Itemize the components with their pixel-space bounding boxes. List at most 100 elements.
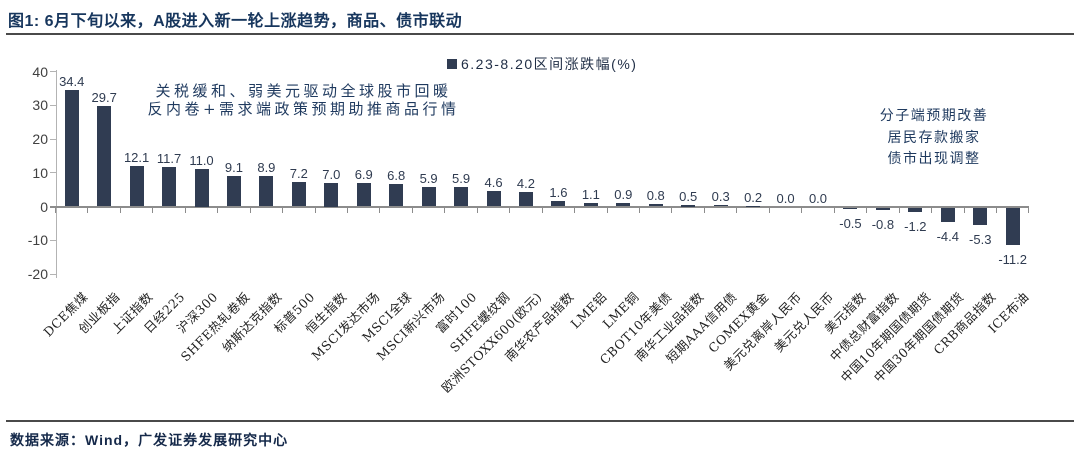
x-axis-tick xyxy=(898,207,900,213)
y-axis-label: -10 xyxy=(27,232,48,249)
x-axis-tick xyxy=(963,207,965,213)
x-axis-line xyxy=(50,205,1029,208)
bar xyxy=(194,169,209,207)
x-axis-tick xyxy=(1028,207,1030,213)
bar-value-label: -1.2 xyxy=(904,218,927,234)
bar-value-label: 12.1 xyxy=(123,149,150,165)
y-axis-line xyxy=(55,70,57,278)
bar xyxy=(746,205,761,207)
bar-value-label: 0.9 xyxy=(614,187,633,203)
bar xyxy=(875,207,890,211)
bar xyxy=(97,106,112,207)
bar-value-label: 1.6 xyxy=(549,185,568,201)
bar-value-label: -4.4 xyxy=(936,229,959,245)
x-axis-tick xyxy=(574,207,576,213)
x-axis-tick xyxy=(509,207,511,213)
bar-value-label: 11.7 xyxy=(156,151,182,166)
x-axis-tick xyxy=(541,207,543,213)
x-axis-tick xyxy=(55,207,56,213)
bar xyxy=(843,207,858,210)
legend: 6.23-8.20区间涨跌幅(%) xyxy=(447,54,637,74)
bar-value-label: 4.2 xyxy=(516,176,535,192)
bar-value-label: 34.4 xyxy=(59,74,85,90)
y-axis-label: -20 xyxy=(27,266,48,282)
y-axis-tick xyxy=(50,172,56,174)
x-axis-tick xyxy=(931,207,933,213)
bar xyxy=(616,203,631,207)
bar-value-label: -0.8 xyxy=(871,217,895,233)
y-axis-tick xyxy=(50,104,56,106)
bar xyxy=(129,165,144,207)
x-axis-tick xyxy=(379,207,381,213)
annotation-line: 分子端预期改善 xyxy=(879,108,989,124)
bar-value-label: 0.0 xyxy=(808,190,828,206)
bar-value-label: 5.9 xyxy=(419,170,438,186)
x-axis-tick xyxy=(314,207,316,213)
annotation-line: 关税缓和、弱美元驱动全球股市回暖 xyxy=(155,82,452,100)
bar xyxy=(356,183,371,207)
x-axis-tick xyxy=(411,207,413,213)
x-axis-tick xyxy=(866,207,868,213)
bar-value-label: 7.2 xyxy=(289,166,308,182)
annotation-line: 反内卷+需求端政策预期助推商品行情 xyxy=(147,100,460,118)
bar xyxy=(648,203,663,207)
bar-value-label: 6.9 xyxy=(354,167,373,183)
bar-value-label: 5.9 xyxy=(452,170,471,186)
bar xyxy=(940,207,955,223)
bar xyxy=(908,207,923,212)
annotation-line: 居民存款搬家 xyxy=(887,129,981,146)
bar xyxy=(162,167,177,207)
bar-value-label: -5.3 xyxy=(969,232,992,248)
bar-value-label: 6.8 xyxy=(387,167,406,183)
legend-swatch xyxy=(447,59,457,69)
bar xyxy=(454,186,469,207)
annotation-stocks-commodities: 关税缓和、弱美元驱动全球股市回暖 反内卷+需求端政策预期助推商品行情 xyxy=(146,82,461,118)
x-axis-tick xyxy=(476,207,478,213)
data-source: 数据来源：Wind，广发证券发展研究中心 xyxy=(10,432,289,448)
x-axis-tick xyxy=(768,207,770,213)
bar xyxy=(421,186,436,207)
bar-value-label: 0.8 xyxy=(646,187,665,203)
bar-value-label: 1.1 xyxy=(581,186,600,202)
y-axis-tick xyxy=(50,138,56,140)
footer-divider xyxy=(6,420,1074,422)
bar-value-label: 29.7 xyxy=(91,90,117,106)
y-axis-label: 30 xyxy=(32,97,48,114)
x-axis-tick xyxy=(347,207,349,213)
bar xyxy=(259,176,274,207)
x-axis-tick xyxy=(606,207,608,213)
y-axis-label: 20 xyxy=(32,131,48,147)
x-axis-tick xyxy=(639,207,641,213)
bar xyxy=(681,204,696,207)
bar-value-label: -0.5 xyxy=(839,216,862,232)
bar xyxy=(226,175,241,207)
x-axis-tick xyxy=(87,207,89,213)
y-axis-label: 40 xyxy=(32,63,48,80)
bar xyxy=(713,205,728,207)
bar-value-label: -11.2 xyxy=(998,252,1027,268)
annotation-line: 债市出现调整 xyxy=(887,151,981,167)
title-divider xyxy=(6,33,1074,35)
annotation-bonds: 分子端预期改善 居民存款搬家 债市出现调整 xyxy=(858,106,1010,171)
x-axis-tick xyxy=(119,207,121,213)
bar-value-label: 0.0 xyxy=(776,190,795,206)
bar xyxy=(551,201,566,207)
bar-value-label: 4.6 xyxy=(484,174,503,190)
bar xyxy=(518,192,533,207)
bar-value-label: 0.5 xyxy=(679,188,698,204)
bar-value-label: 9.1 xyxy=(224,159,243,175)
x-axis-tick xyxy=(801,207,803,213)
x-axis-tick xyxy=(217,207,219,213)
y-axis-label: 0 xyxy=(40,198,48,215)
y-axis-tick xyxy=(50,273,56,275)
bar xyxy=(486,190,501,207)
x-axis-tick xyxy=(282,207,284,213)
bar xyxy=(64,90,79,207)
x-axis-tick xyxy=(995,207,997,213)
bar xyxy=(973,207,988,226)
legend-label: 6.23-8.20区间涨跌幅(%) xyxy=(461,56,638,72)
x-axis-tick xyxy=(184,207,186,213)
x-axis-tick xyxy=(833,207,835,213)
y-axis-tick xyxy=(50,71,56,72)
